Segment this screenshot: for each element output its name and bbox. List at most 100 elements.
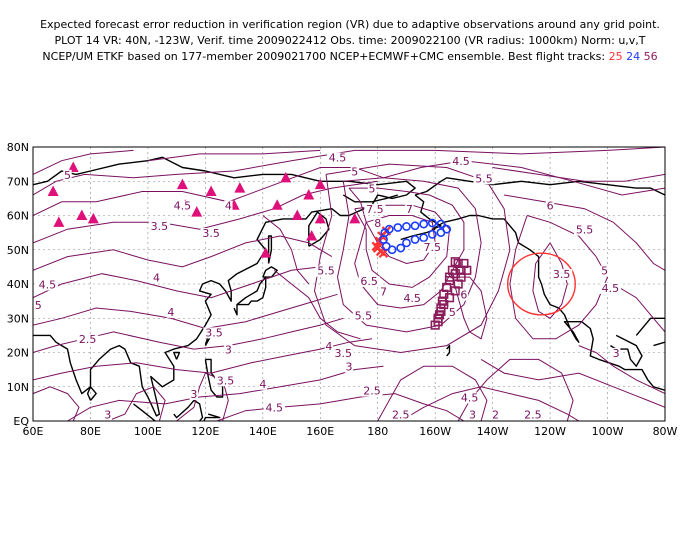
coastline-segment [173,351,181,360]
observation-site-marker [314,178,326,190]
contour-line [400,386,580,421]
contour-line [33,386,80,421]
contour-label-bg [344,361,354,373]
contour-label: 3 [104,409,111,422]
flight-track-24-marker [427,229,437,239]
contour-line [33,147,665,196]
contour-label-bg [148,221,170,233]
contour-label: 3 [190,388,197,401]
coastline-segment [414,194,665,391]
lat-tick-label: 40N [7,278,29,291]
contour-label: 3 [613,347,620,360]
coastline-segment [133,403,157,421]
contour-label-bg [171,200,193,212]
contour-label-bg [352,310,374,322]
observation-site-marker [191,206,203,217]
contour-label: 2.5 [524,409,542,422]
flight-track-56-marker [450,257,460,267]
lon-tick-label: 140W [477,425,509,438]
contour-label-bg [36,279,58,291]
contour-label-bg [189,389,199,401]
contour-label-bg [379,286,388,298]
observation-site-marker [349,212,361,224]
flight-track-25-marker [374,236,384,246]
flight-track-24-marker [402,222,411,231]
title-line-1: Expected forecast error reduction in ver… [40,18,660,31]
contour-label: 5 [64,169,71,182]
flight-track-24-marker [380,228,390,238]
coastline-segment [33,156,416,417]
contour-line [33,180,378,244]
flight-track-24-marker [436,228,446,238]
contour-label-bg [450,156,472,168]
contour-label-bg [405,204,414,216]
verification-region [506,252,576,316]
contour-label: 2 [492,409,499,422]
observation-site-marker [53,216,65,227]
lat-tick-label: 10N [7,381,29,394]
lon-tick-label: 120W [534,425,566,438]
coastline-segment [173,399,204,421]
contour-label: 4.5 [461,391,479,404]
contour-label: 5 [368,183,375,196]
contour-label: 3 [225,344,232,357]
contour-line [348,187,465,309]
contour-line [216,393,465,421]
axis-labels: 60E 80E 100E 120E 140E 160E 180 160W 140W 120W 100… [7,141,678,438]
observation-site-marker [67,161,79,173]
lon-tick-label: 100E [134,425,162,438]
coastline-segment [635,317,665,336]
contour-label-bg [224,344,233,356]
lon-tick-label: 120E [191,425,219,438]
contour-label: 5.5 [317,265,335,278]
contour-label: 6.5 [360,275,378,288]
lon-tick-label: 180 [367,425,388,438]
observation-site-marker [280,171,292,183]
contour-label-bg [545,200,555,212]
contour-label-bg [263,402,285,414]
contour-label-bg [491,409,500,421]
contour-label-bg [166,306,176,318]
observation-site-marker [271,199,283,210]
contour-line [33,266,321,299]
lat-tick-label: 50N [7,244,29,257]
observation-site-marker [76,209,88,220]
lon-tick-label: 160E [306,425,334,438]
flight-track-24-marker [393,223,403,232]
coastline-segment [414,177,665,196]
contour-label: 7.5 [424,241,442,254]
map-frame [32,146,666,422]
flight-track-24-marker [402,238,411,248]
contour-label-bg [390,409,412,421]
contour-label: 4 [325,340,332,353]
observation-site-marker [314,212,326,224]
lat-tick-label: 60N [7,210,29,223]
flight-track-56-marker [439,299,449,310]
contour-label: 2.5 [363,385,381,398]
coastline-segment [297,435,306,438]
contour-label-bg [468,409,477,421]
contour-line [509,215,609,340]
contour-label: 3 [346,361,353,374]
contour-label: 5 [449,306,456,319]
contour-label-bg [550,269,573,281]
contour-label: 3.5 [553,268,571,281]
lat-tick-label: 30N [7,312,29,325]
flight-track-56-label: 56 [643,50,658,63]
contour-label-bg [103,409,112,421]
contour-label: 5.5 [576,224,594,237]
contour-line [613,283,665,333]
contour-line [33,317,344,353]
contour-line [480,358,665,408]
contour-line [451,276,488,340]
contour-label: 8 [374,217,381,230]
lon-tick-label: 80W [653,425,678,438]
contour-line [176,372,229,421]
contour-label-bg [600,265,609,277]
flight-track-56-marker [456,272,466,282]
contour-label-bg [421,241,443,253]
contour-label: 6 [547,200,554,213]
contour-label: 7 [406,203,413,216]
contour-label-bg [448,306,457,318]
flight-track-56-marker [444,293,455,303]
